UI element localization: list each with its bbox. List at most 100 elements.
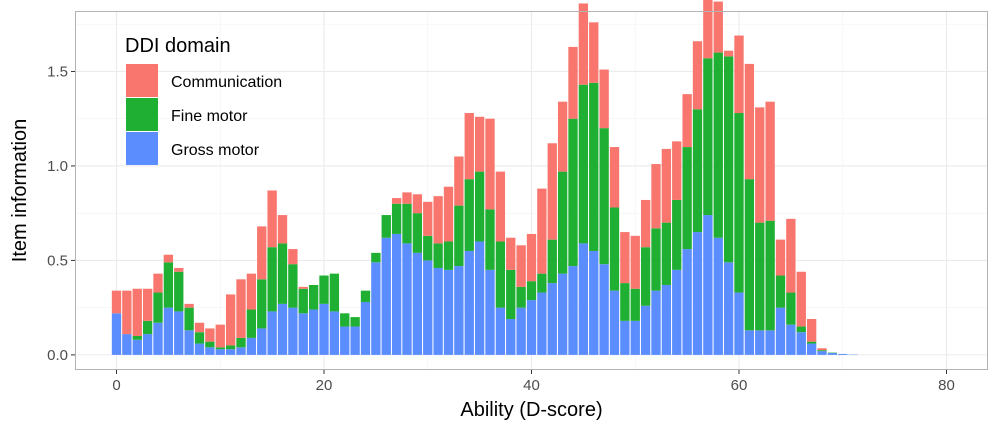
bar-communication bbox=[640, 199, 651, 248]
bar-communication bbox=[412, 194, 423, 214]
bar-gross-motor bbox=[277, 303, 288, 355]
bar-fine-motor bbox=[474, 171, 485, 242]
bar-gross-motor bbox=[142, 334, 153, 355]
bar-gross-motor bbox=[225, 349, 236, 355]
bar-gross-motor bbox=[682, 249, 692, 355]
legend-label: Communication bbox=[171, 74, 282, 91]
bar-communication bbox=[755, 107, 765, 223]
bar-gross-motor bbox=[796, 332, 806, 355]
bar-gross-motor bbox=[122, 334, 132, 355]
bar-gross-motor bbox=[360, 301, 371, 355]
bar-communication bbox=[184, 303, 194, 308]
bar-communication bbox=[806, 318, 817, 342]
bar-fine-motor bbox=[340, 313, 350, 327]
legend-key-fine-motor bbox=[126, 98, 158, 131]
bar-fine-motor bbox=[433, 243, 443, 268]
bar-gross-motor bbox=[827, 352, 838, 355]
bar-gross-motor bbox=[267, 311, 277, 355]
bar-fine-motor bbox=[225, 345, 236, 350]
bar-communication bbox=[391, 198, 402, 204]
bar-gross-motor bbox=[184, 330, 194, 355]
bar-gross-motor bbox=[423, 260, 433, 355]
bar-gross-motor bbox=[692, 232, 703, 355]
bar-gross-motor bbox=[817, 351, 827, 355]
bar-fine-motor bbox=[589, 82, 599, 251]
bar-communication bbox=[651, 164, 661, 229]
bar-gross-motor bbox=[132, 339, 142, 355]
bar-fine-motor bbox=[267, 247, 277, 312]
bar-fine-motor bbox=[454, 205, 464, 267]
bar-fine-motor bbox=[506, 269, 516, 319]
bar-fine-motor bbox=[651, 228, 661, 291]
bar-gross-motor bbox=[786, 324, 796, 355]
bar-gross-motor bbox=[174, 311, 184, 355]
bar-communication bbox=[163, 254, 174, 263]
bar-communication bbox=[786, 218, 796, 293]
bar-communication bbox=[132, 288, 142, 336]
bar-communication bbox=[547, 143, 557, 240]
bar-communication bbox=[723, 50, 734, 57]
bar-communication bbox=[246, 273, 257, 310]
bar-gross-motor bbox=[630, 320, 640, 355]
bar-fine-motor bbox=[443, 241, 454, 270]
bar-communication bbox=[537, 188, 547, 274]
bar-fine-motor bbox=[661, 222, 672, 285]
bar-fine-motor bbox=[744, 179, 755, 331]
bar-fine-motor bbox=[630, 288, 640, 321]
bar-fine-motor bbox=[485, 209, 495, 270]
bar-fine-motor bbox=[350, 317, 360, 327]
bar-communication bbox=[236, 279, 246, 338]
bar-gross-motor bbox=[391, 233, 402, 355]
bar-fine-motor bbox=[194, 332, 205, 344]
bar-communication bbox=[713, 1, 723, 53]
bar-communication bbox=[464, 113, 474, 180]
bar-communication bbox=[817, 348, 827, 351]
bar-communication bbox=[672, 141, 682, 200]
bar-fine-motor bbox=[205, 341, 215, 348]
bar-gross-motor bbox=[464, 250, 474, 355]
bar-fine-motor bbox=[360, 290, 371, 302]
bar-communication bbox=[111, 290, 122, 314]
bar-communication bbox=[557, 101, 568, 172]
bar-fine-motor bbox=[817, 350, 827, 352]
legend-key-gross-motor bbox=[126, 132, 158, 165]
bar-fine-motor bbox=[609, 207, 620, 291]
bar-gross-motor bbox=[308, 309, 319, 355]
x-tick-label: 0 bbox=[112, 377, 120, 394]
x-axis-ticks: 0 20 40 60 80 bbox=[112, 370, 955, 394]
bar-gross-motor bbox=[672, 269, 682, 355]
bar-fine-motor bbox=[682, 147, 692, 250]
bar-communication bbox=[661, 148, 672, 223]
bar-fine-motor bbox=[620, 283, 630, 321]
bar-fine-motor bbox=[288, 264, 298, 308]
bar-fine-motor bbox=[557, 171, 568, 274]
bar-gross-motor bbox=[433, 267, 443, 355]
bar-fine-motor bbox=[257, 279, 267, 329]
bar-gross-motor bbox=[661, 284, 672, 355]
bar-fine-motor bbox=[568, 118, 578, 267]
bar-communication bbox=[516, 245, 526, 287]
bar-gross-motor bbox=[651, 290, 661, 355]
bar-gross-motor bbox=[734, 292, 744, 355]
bar-gross-motor bbox=[640, 305, 651, 355]
bar-fine-motor bbox=[464, 179, 474, 251]
bar-fine-motor bbox=[423, 235, 433, 261]
y-axis-title: Item information bbox=[9, 119, 31, 262]
bar-fine-motor bbox=[319, 275, 329, 304]
bar-fine-motor bbox=[391, 203, 402, 234]
bar-communication bbox=[744, 63, 755, 180]
bar-gross-motor bbox=[516, 307, 526, 355]
bar-fine-motor bbox=[174, 271, 184, 312]
bar-gross-motor bbox=[474, 241, 485, 355]
x-axis-title: Ability (D-score) bbox=[460, 399, 602, 421]
bar-fine-motor bbox=[236, 337, 246, 348]
bar-gross-motor bbox=[589, 250, 599, 355]
bar-communication bbox=[215, 324, 225, 348]
bar-communication bbox=[474, 116, 485, 172]
bar-fine-motor bbox=[723, 56, 734, 263]
bar-gross-motor bbox=[765, 330, 775, 355]
bar-fine-motor bbox=[132, 335, 142, 340]
bar-communication bbox=[433, 196, 443, 244]
legend-label: Gross motor bbox=[171, 142, 260, 159]
